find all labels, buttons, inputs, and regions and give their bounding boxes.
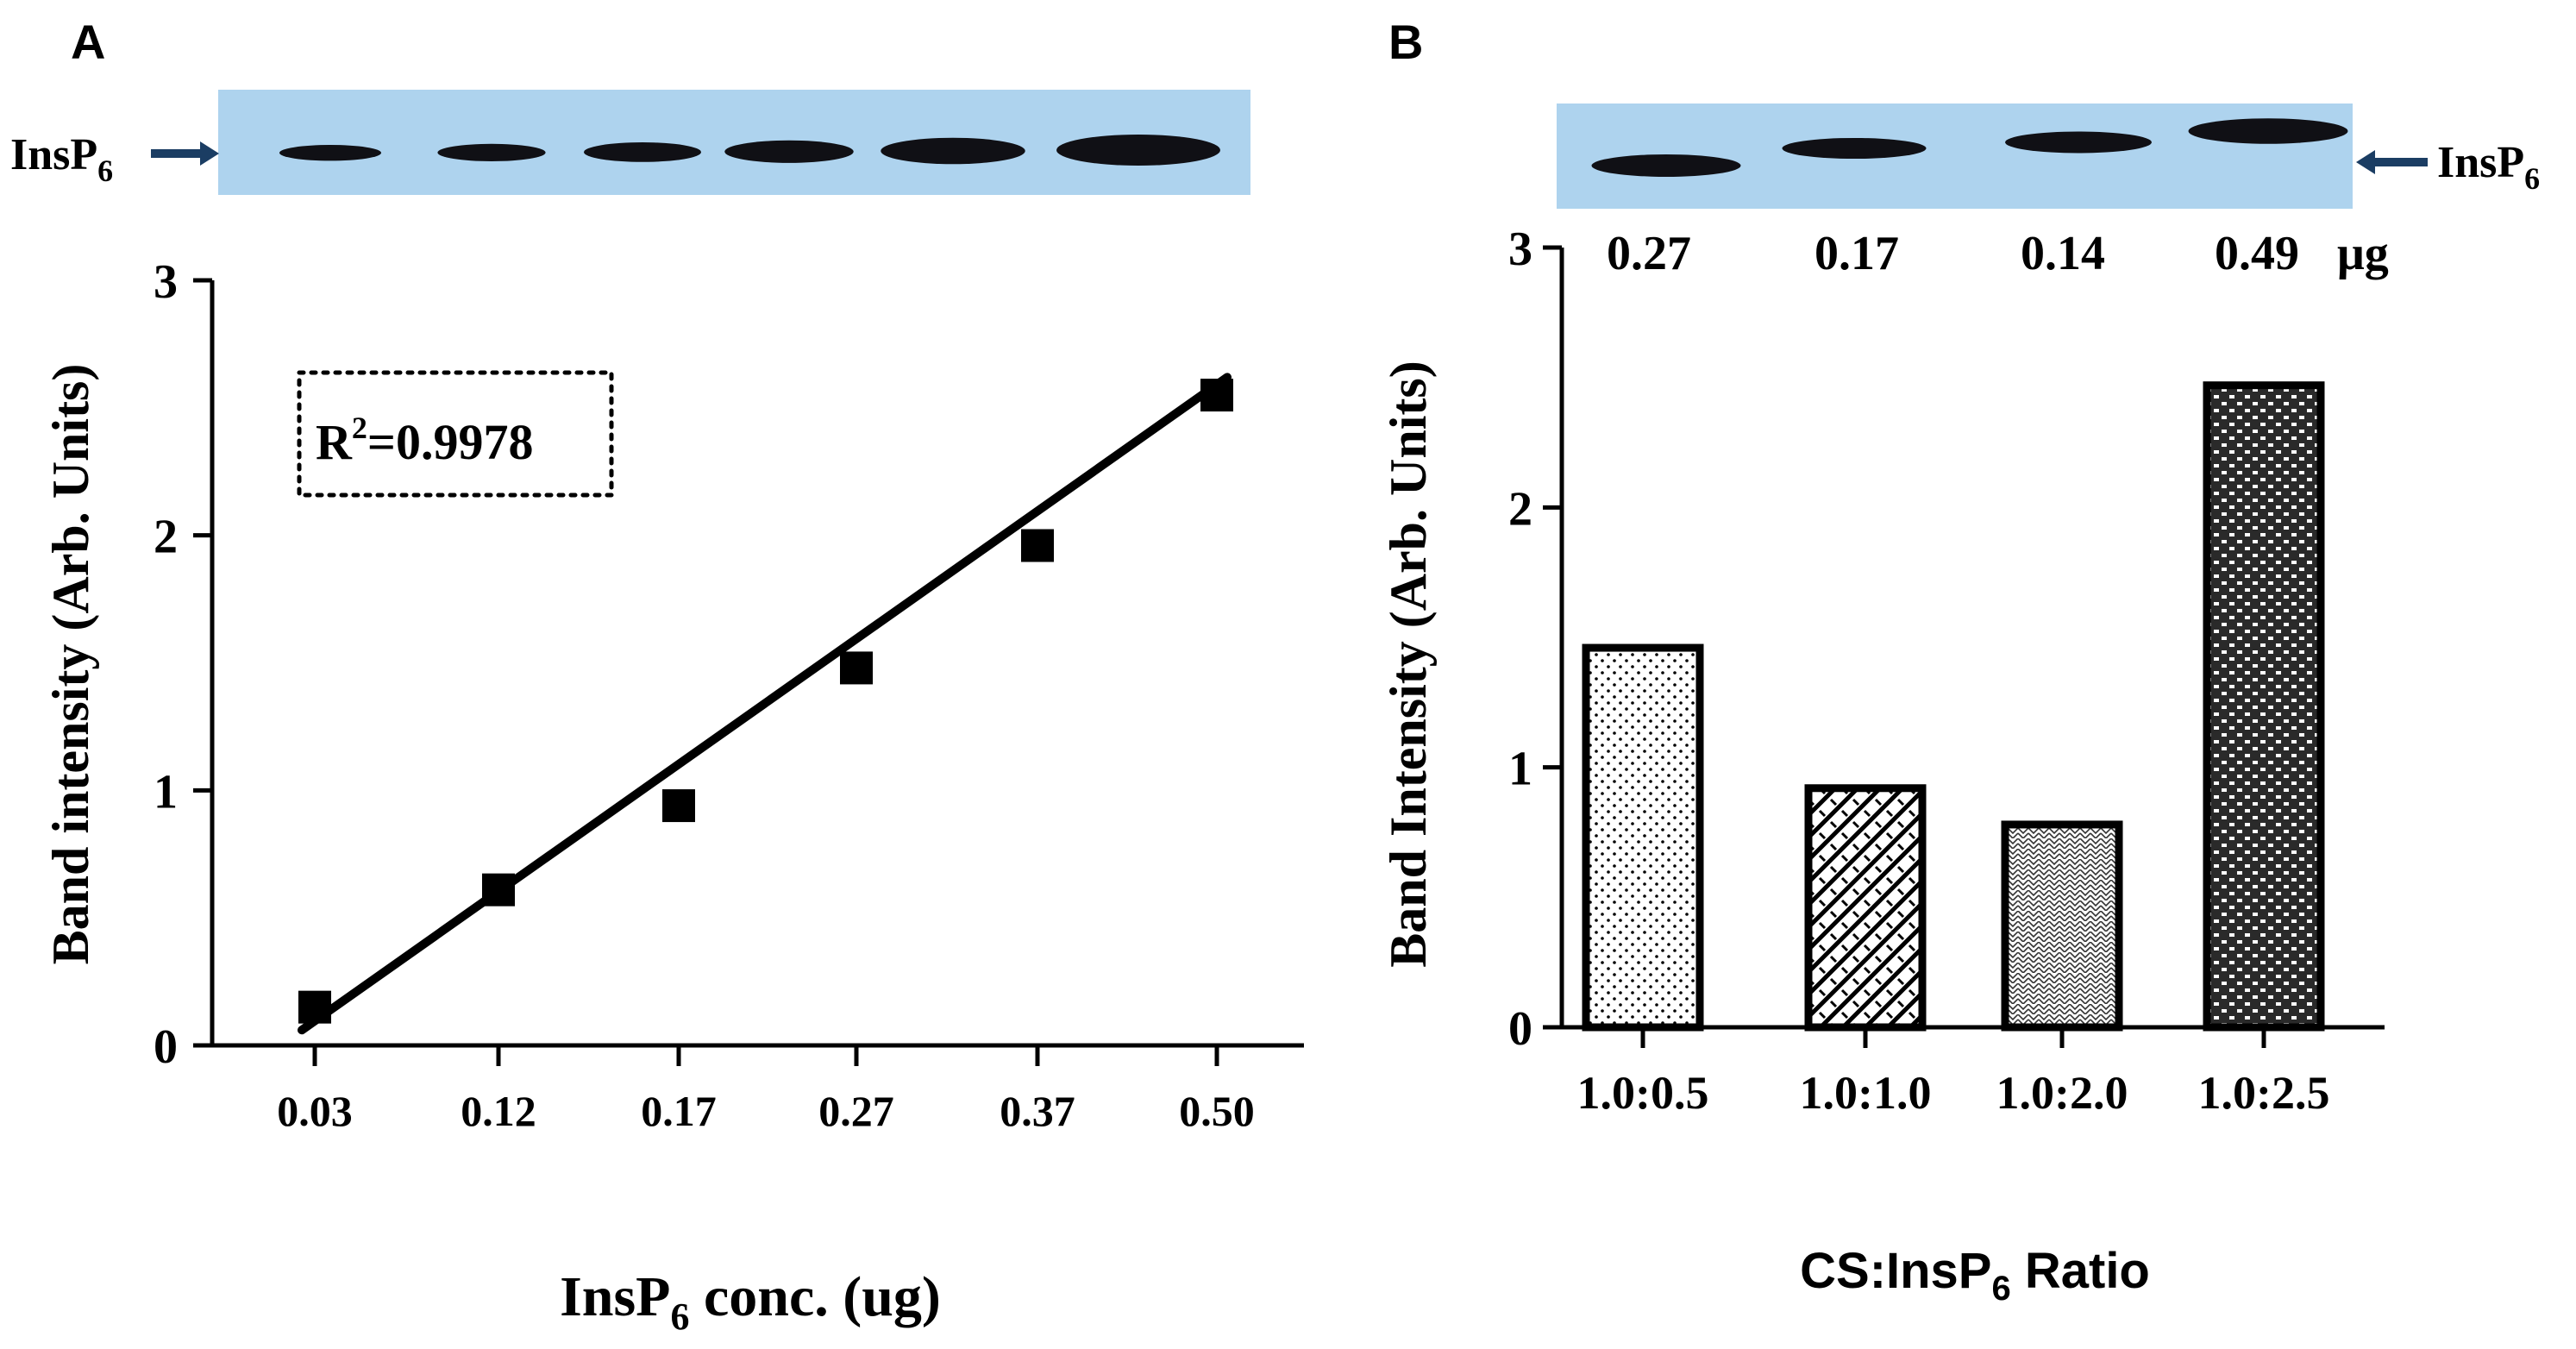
chart-a-x-tick-label: 0.27 xyxy=(818,1087,894,1135)
chart-b-bar xyxy=(1582,643,1704,1032)
panel-a-letter: A xyxy=(71,15,105,69)
chart-a-x-tick-label: 0.03 xyxy=(277,1087,353,1135)
blot-b-bands xyxy=(1591,118,2348,177)
blot-a-band xyxy=(724,140,854,163)
blot-a: InsP6 xyxy=(10,90,1250,195)
chart-a-point xyxy=(298,990,331,1024)
blot-b-amounts: 0.27 0.17 0.14 0.49 xyxy=(1607,227,2299,280)
chart-b-y-tick-label: 1 xyxy=(1508,743,1532,796)
blot-b-band xyxy=(1782,137,1927,160)
chart-b-x-tick-label: 1.0:1.0 xyxy=(1800,1067,1932,1119)
blot-b-band xyxy=(1591,154,1741,177)
blot-b-amount: 0.14 xyxy=(2021,227,2105,280)
chart-b-bar xyxy=(2001,820,2123,1032)
chart-a-y-tick-label: 1 xyxy=(154,765,178,819)
blot-a-marker-label: InsP6 xyxy=(10,130,113,188)
blot-a-band xyxy=(279,145,381,161)
r-squared-box: R2=0.9978 xyxy=(297,370,614,498)
chart-a-x-tick-label: 0.50 xyxy=(1179,1087,1255,1135)
chart-b-y-tick-label: 0 xyxy=(1508,1002,1532,1056)
chart-b-x-tick-label: 1.0:2.5 xyxy=(2198,1067,2330,1119)
chart-a-x-tick-label: 0.37 xyxy=(1000,1087,1075,1135)
chart-a-y-tick-label: 2 xyxy=(154,511,178,564)
panel-a: A InsP6 0 1 2 3 0.03 0.12 0.17 0.27 0.37 0.50 R2… xyxy=(10,15,1304,1338)
chart-a-x-tick-label: 0.17 xyxy=(641,1087,717,1135)
chart-a-point xyxy=(662,789,695,823)
r-squared-label: R2=0.9978 xyxy=(316,411,533,470)
chart-b-y-label: Band Intensity (Arb. Units) xyxy=(1380,361,1437,967)
blot-b-amount: 0.27 xyxy=(1607,227,1691,280)
blot-a-bands xyxy=(279,135,1220,166)
chart-b-x-label: CS:InsP6 Ratio xyxy=(1800,1243,2150,1308)
blot-b-amount: 0.49 xyxy=(2215,227,2299,280)
chart-b-x-ticks: 1.0:0.5 1.0:1.0 1.0:2.0 1.0:2.5 xyxy=(1577,1027,2330,1119)
chart-a-y-ticks: 0 1 2 3 xyxy=(154,255,212,1074)
blot-b-band xyxy=(2005,131,2152,154)
blot-b-arrow xyxy=(2356,150,2428,174)
blot-b-amount-unit: μg xyxy=(2337,227,2389,280)
panel-b-letter: B xyxy=(1388,15,1423,69)
chart-b-y-ticks: 0 1 2 3 xyxy=(1508,223,1562,1056)
chart-a-x-tick-label: 0.12 xyxy=(461,1087,536,1135)
blot-a-band xyxy=(881,137,1025,165)
blot-b-amount: 0.17 xyxy=(1814,227,1899,280)
blot-a-band xyxy=(1056,135,1220,166)
blot-a-band xyxy=(437,143,546,161)
blot-a-band xyxy=(584,142,701,162)
chart-b-bar xyxy=(2203,381,2325,1032)
chart-a-y-label: Band intensity (Arb. Units) xyxy=(42,364,99,965)
panel-b: B InsP6 0.27 0.17 0.14 0.49 μg 0 1 2 3 1.0:0.5… xyxy=(1380,15,2540,1308)
blot-b-marker-label: InsP6 xyxy=(2437,138,2540,196)
chart-a-point xyxy=(482,873,515,907)
chart-b-bars xyxy=(1582,381,2325,1032)
chart-a-points xyxy=(298,379,1233,1024)
blot-b-band xyxy=(2188,118,2348,144)
chart-b-y-tick-label: 3 xyxy=(1508,223,1532,276)
chart-a-fit-line xyxy=(298,373,1232,1035)
chart-a-x-label: InsP6 conc. (ug) xyxy=(560,1265,941,1338)
chart-b-x-tick-label: 1.0:2.0 xyxy=(1996,1067,2128,1119)
chart-b-bar xyxy=(1804,784,1927,1032)
blot-a-arrow xyxy=(151,141,219,166)
chart-a-point xyxy=(1021,529,1054,562)
chart-a-y-tick-label: 0 xyxy=(154,1020,178,1074)
blot-b: InsP6 xyxy=(1557,104,2540,209)
chart-a-point xyxy=(1200,379,1233,412)
chart-a-x-ticks: 0.03 0.12 0.17 0.27 0.37 0.50 xyxy=(277,1045,1255,1135)
chart-b-x-tick-label: 1.0:0.5 xyxy=(1577,1067,1709,1119)
chart-a-point xyxy=(840,651,873,685)
chart-a-y-tick-label: 3 xyxy=(154,255,178,309)
chart-b-y-tick-label: 2 xyxy=(1508,482,1532,536)
